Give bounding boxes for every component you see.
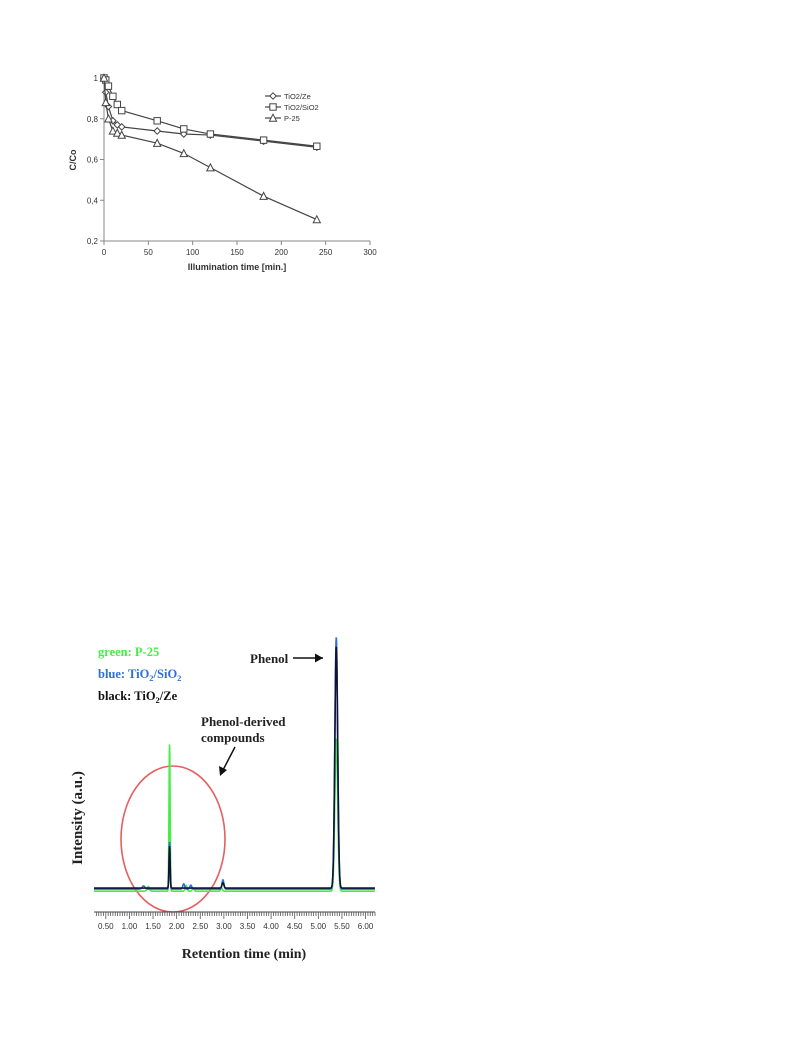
degradation-x-tick-label: 50 (144, 248, 153, 257)
legend-label-tio2-ze: TiO2/Ze (284, 92, 311, 101)
chromatogram-x-tick-label: 6.00 (358, 922, 374, 931)
data-point-p-25 (117, 130, 127, 139)
data-point-tio2-sio2 (104, 82, 113, 90)
data-point-tio2-sio2 (153, 117, 161, 125)
derived-compounds-arrow-head (219, 766, 227, 776)
data-point-p-25 (259, 191, 269, 200)
data-point-p-25 (108, 126, 118, 135)
chromatogram-x-tick-label: 5.50 (334, 922, 350, 931)
legend-marker-tio2-ze (269, 92, 277, 100)
data-point-tio2-ze (153, 127, 162, 135)
data-point-p-25 (99, 73, 109, 82)
data-point-tio2-sio2 (109, 92, 117, 101)
data-point-tio2-sio2 (259, 136, 268, 144)
data-point-tio2-ze (117, 122, 126, 131)
degradation-y-tick-label: 0,6 (87, 156, 99, 165)
degradation-x-tick-label: 0 (102, 248, 107, 257)
legend-marker-p-25 (268, 113, 278, 122)
degradation-x-tick-label: 300 (363, 248, 377, 257)
chromatogram-x-tick-label: 4.00 (263, 922, 279, 931)
trace-tio2-ze (94, 646, 375, 889)
degradation-y-tick-label: 1 (94, 74, 99, 83)
data-point-p-25 (104, 113, 113, 123)
data-point-p-25 (152, 138, 162, 147)
legend-label-tio2-sio2: TiO2/SiO2 (284, 103, 319, 112)
chromatogram-x-tick-label: 2.50 (192, 922, 208, 931)
data-point-tio2-ze (113, 120, 122, 129)
chromatogram-x-axis: 0.50 1.00 1.50 2.00 2.50 3.00 3.50 4.00 4.50 5.00… (94, 911, 376, 931)
degradation-x-tick-label: 200 (275, 248, 289, 257)
degradation-series (99, 73, 322, 224)
data-point-p-25 (112, 128, 122, 137)
degradation-y-axis: 0,2 0,4 0,6 0,8 1 (87, 74, 105, 246)
data-point-p-25 (205, 162, 215, 172)
derived-compounds-annotation-line2: compounds (201, 730, 265, 745)
legend-marker-tio2-sio2 (269, 103, 277, 111)
degradation-x-tick-label: 100 (186, 248, 200, 257)
legend-entry-p-25: green: P-25 (98, 645, 159, 659)
legend-entry-tio2-ze: black: TiO2/Ze (98, 689, 178, 705)
data-point-p-25 (179, 148, 189, 158)
data-point-tio2-sio2 (313, 142, 321, 150)
legend-label-p-25: P-25 (284, 114, 300, 123)
chromatogram-x-tick-label: 0.50 (98, 922, 114, 931)
chromatogram-x-tick-label: 3.00 (216, 922, 232, 931)
degradation-y-tick-label: 0,4 (87, 196, 99, 205)
data-point-tio2-sio2 (206, 130, 215, 138)
chromatogram-y-axis-label: Intensity (a.u.) (70, 771, 86, 865)
degradation-x-tick-label: 150 (230, 248, 244, 257)
chromatogram-x-tick-label: 1.50 (145, 922, 161, 931)
data-point-tio2-sio2 (113, 100, 121, 109)
chromatogram-x-tick-label: 1.00 (122, 922, 138, 931)
derived-compounds-annotation-line1: Phenol-derived (201, 714, 286, 729)
degradation-x-tick-label: 250 (319, 248, 333, 257)
chromatogram-x-tick-label: 5.00 (311, 922, 327, 931)
phenol-annotation: Phenol (250, 651, 289, 666)
degradation-x-axis: 0 50 100 150 200 250 300 (102, 240, 377, 257)
phenol-arrow-head (315, 653, 323, 663)
legend-entry-tio2-sio2: blue: TiO2/SiO2 (98, 667, 181, 683)
degradation-legend: TiO2/Ze TiO2/SiO2 P-25 (265, 92, 319, 123)
trace-p-25 (94, 738, 375, 892)
data-point-tio2-sio2 (180, 125, 188, 133)
degradation-chart: 0,2 0,4 0,6 0,8 1 0 50 100 150 200 250 300 C/Co Il… (68, 73, 377, 272)
chromatogram-x-axis-label: Retention time (min) (182, 947, 307, 962)
data-point-p-25 (312, 214, 322, 224)
chromatogram-x-tick-label: 3.50 (240, 922, 256, 931)
chromatogram-legend: green: P-25 blue: TiO2/SiO2 black: TiO2/Ze (98, 645, 181, 705)
derived-compounds-arrow (222, 746, 236, 771)
degradation-y-tick-label: 0,8 (87, 115, 99, 124)
chromatogram-chart: green: P-25 blue: TiO2/SiO2 black: TiO2/Ze… (70, 637, 376, 962)
degradation-y-tick-label: 0,2 (87, 237, 99, 246)
data-point-p-25 (101, 97, 111, 107)
degradation-x-axis-label: Illumination time [min.] (188, 262, 287, 272)
chromatogram-traces (94, 637, 375, 892)
chromatogram-x-tick-label: 4.50 (287, 922, 303, 931)
degradation-y-axis-label: C/Co (68, 149, 78, 170)
derived-compounds-ellipse (120, 765, 226, 913)
data-point-tio2-sio2 (118, 106, 126, 115)
chromatogram-x-tick-label: 2.00 (169, 922, 185, 931)
